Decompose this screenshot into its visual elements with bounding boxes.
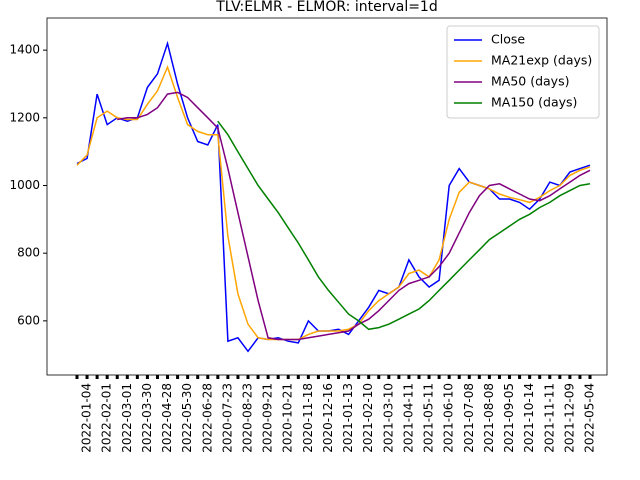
x-tick-label: 2021-09-05	[502, 383, 516, 453]
x-tick-label: 2020-07-23	[220, 383, 234, 453]
legend-label: MA150 (days)	[491, 95, 577, 110]
x-tick-label: 2020-10-21	[281, 383, 295, 453]
x-tick-label: 2022-02-01	[100, 383, 114, 453]
series-line	[76, 64, 591, 341]
x-tick-label: 2020-12-16	[321, 383, 335, 453]
y-tick-label: 1400	[9, 43, 40, 57]
plot-frame	[46, 17, 608, 376]
x-tick-label: 2021-06-10	[442, 383, 456, 453]
x-tick-label: 2021-07-08	[462, 383, 476, 453]
x-tick-label: 2021-04-11	[401, 383, 415, 453]
legend-box	[446, 25, 600, 119]
x-tick-label: 2022-03-30	[140, 383, 154, 453]
x-tick-label: 2020-08-23	[241, 383, 255, 453]
chart-title: TLV:ELMR - ELMOR: interval=1d	[215, 0, 437, 15]
y-tick-label: 1000	[9, 178, 40, 192]
x-tick-label: 2020-11-18	[301, 383, 315, 453]
legend: Close MA21exp (days) MA50 (days) MA150 (day…	[446, 25, 600, 119]
legend-label: Close	[491, 32, 525, 47]
y-tick-label: 800	[17, 246, 40, 260]
x-tick-label: 2020-09-21	[261, 383, 275, 453]
x-tick-label: 2021-03-10	[381, 383, 395, 453]
series-line	[117, 91, 591, 341]
x-tick-label: 2021-01-13	[341, 383, 355, 453]
x-tick-label: 2022-04-28	[160, 383, 174, 453]
x-tick-label: 2021-05-11	[422, 383, 436, 453]
series-line	[76, 40, 591, 353]
x-tick-label: 2021-12-09	[562, 383, 576, 453]
x-tick-label: 2022-01-04	[80, 383, 94, 453]
y-tick-label: 1200	[9, 110, 40, 124]
x-tick-label: 2021-10-14	[522, 383, 536, 453]
legend-label: MA50 (days)	[491, 74, 569, 89]
x-tick-label: 2022-06-28	[200, 383, 214, 453]
series-line	[217, 120, 591, 331]
x-tick-label: 2021-11-11	[542, 383, 556, 453]
y-tick-label: 600	[17, 313, 40, 327]
x-tick-label: 2022-05-30	[180, 383, 194, 453]
x-tick-label: 2021-02-10	[361, 383, 375, 453]
legend-label: MA21exp (days)	[491, 53, 592, 68]
x-tick-label: 2022-05-04	[583, 383, 597, 453]
x-tick-label: 2022-03-01	[120, 383, 134, 453]
x-tick-label: 2021-08-08	[482, 383, 496, 453]
